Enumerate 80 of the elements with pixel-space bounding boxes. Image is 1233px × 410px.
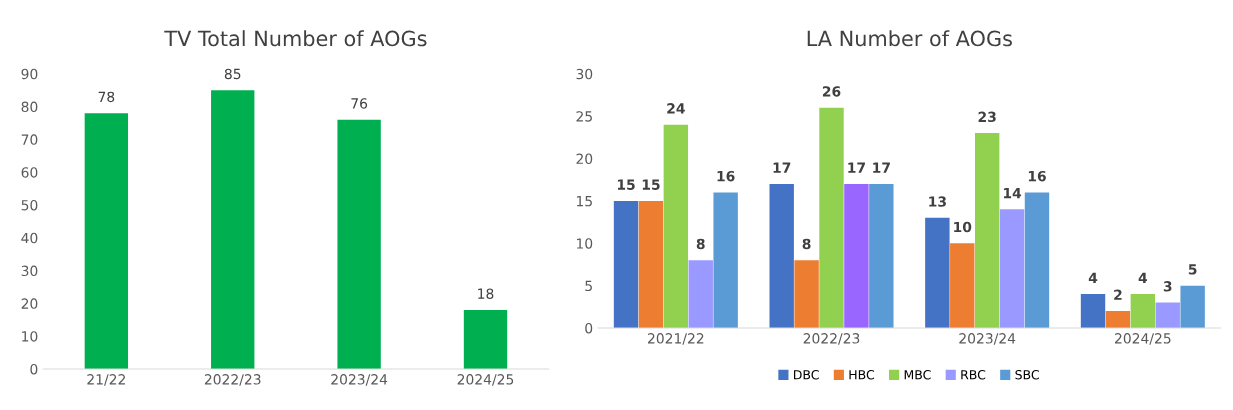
data-label: 17 [773, 162, 791, 173]
data-label: 18 [478, 288, 494, 299]
data-label: 10 [954, 221, 972, 233]
y-tick-label: 25 [576, 111, 592, 122]
bar [1180, 285, 1205, 328]
data-label: 8 [696, 238, 705, 250]
y-tick-label: 50 [21, 199, 38, 211]
y-tick-label: 40 [21, 232, 38, 244]
data-label: 16 [1028, 170, 1046, 182]
bar [1130, 294, 1156, 328]
data-label: 26 [822, 86, 841, 97]
bar [819, 107, 844, 328]
data-label: 17 [873, 162, 890, 173]
bar [638, 200, 664, 328]
bar [688, 260, 713, 328]
data-label: 5 [1188, 264, 1197, 275]
y-tick-label: 20 [576, 153, 593, 165]
bar [1080, 294, 1106, 328]
x-tick-label: 21/22 [87, 374, 125, 386]
bar [713, 192, 738, 328]
data-label: 15 [617, 179, 635, 190]
data-label: 76 [351, 98, 368, 109]
y-tick-label: 30 [21, 265, 38, 277]
data-label: 13 [929, 196, 946, 207]
bar [1105, 311, 1131, 328]
legend-label: DBC [794, 369, 819, 380]
bar [211, 90, 255, 369]
bar [869, 183, 894, 328]
bar [950, 243, 975, 328]
y-tick-label: 5 [585, 280, 592, 292]
y-tick-label: 0 [585, 322, 593, 334]
data-label: 17 [848, 162, 865, 173]
legend-label: RBC [961, 369, 986, 380]
bar [769, 183, 794, 328]
y-tick-label: 80 [21, 101, 38, 113]
legend-label: MBC [904, 369, 931, 380]
bar [999, 209, 1025, 328]
legend-label: SBC [1015, 369, 1039, 380]
y-tick-label: 20 [21, 298, 38, 309]
data-label: 78 [98, 91, 115, 103]
x-tick-label: 2024/25 [457, 374, 514, 386]
bar [974, 133, 1000, 328]
bar [794, 260, 819, 328]
data-label: 24 [667, 103, 685, 114]
data-label: 8 [802, 238, 811, 250]
data-label: 16 [717, 170, 735, 182]
x-tick-label: 2022/23 [204, 374, 261, 386]
data-label: 4 [1088, 272, 1098, 283]
bar [844, 183, 869, 328]
y-tick-label: 10 [577, 238, 593, 249]
bar [337, 119, 381, 369]
bar [613, 200, 639, 328]
chart-title: TV Total Number of AOGs [164, 30, 427, 47]
y-tick-label: 10 [22, 331, 38, 342]
y-tick-label: 70 [21, 134, 38, 145]
bar [1155, 302, 1180, 328]
x-tick-label: 2022/23 [803, 333, 860, 345]
data-label: 14 [1003, 188, 1022, 199]
x-tick-label: 2021/22 [648, 333, 704, 345]
bar [663, 124, 689, 328]
data-label: 3 [1163, 281, 1172, 292]
x-tick-label: 2023/24 [331, 374, 388, 386]
data-label: 23 [978, 111, 996, 123]
data-label: 15 [642, 179, 660, 190]
data-label: 4 [1138, 272, 1148, 283]
y-tick-label: 0 [30, 363, 38, 375]
y-tick-label: 15 [577, 196, 592, 207]
bar [463, 309, 508, 369]
bar [925, 217, 950, 328]
data-label: 85 [224, 68, 241, 80]
y-tick-label: 90 [21, 68, 38, 80]
bar [84, 113, 129, 369]
bar [1024, 192, 1050, 328]
x-tick-label: 2024/25 [1115, 333, 1171, 345]
legend-label: HBC [849, 369, 875, 380]
y-tick-label: 30 [576, 68, 593, 80]
data-label: 2 [1114, 289, 1122, 300]
chart-title: LA Number of AOGs [807, 30, 1012, 47]
x-tick-label: 2023/24 [959, 333, 1016, 345]
y-tick-label: 60 [21, 167, 38, 178]
